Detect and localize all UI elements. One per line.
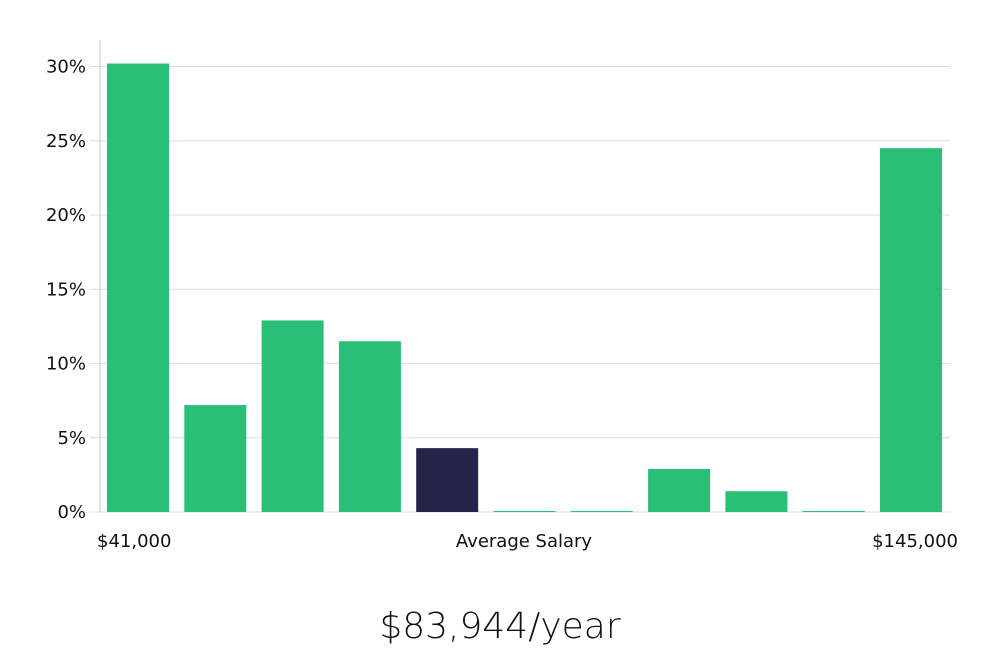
y-tick-label: 25% xyxy=(46,131,86,152)
bars xyxy=(107,63,942,513)
x-label-min: $41,000 xyxy=(97,531,171,552)
y-tick-label: 0% xyxy=(57,502,86,523)
x-label-average: Average Salary xyxy=(456,531,593,552)
average-salary-value: $83,944/year xyxy=(379,606,621,647)
bar xyxy=(648,468,711,512)
x-label-max: $145,000 xyxy=(872,531,958,552)
bar xyxy=(880,148,942,513)
bar-highlighted xyxy=(416,448,479,512)
salary-histogram: 0% 5% 10% 15% 20% 25% 30% $41,000 Average Sala… xyxy=(46,40,958,552)
y-axis-ticks: 0% 5% 10% 15% 20% 25% 30% xyxy=(46,57,86,524)
bar xyxy=(802,511,865,512)
y-tick-label: 15% xyxy=(46,279,86,300)
bar xyxy=(338,341,401,512)
y-tick-label: 10% xyxy=(46,354,86,375)
y-tick-label: 30% xyxy=(46,57,86,78)
bar xyxy=(261,320,324,512)
bar xyxy=(725,491,788,512)
y-tick-label: 5% xyxy=(57,428,86,449)
y-tick-label: 20% xyxy=(46,205,86,226)
bar xyxy=(107,63,169,512)
bar xyxy=(184,405,247,512)
bar xyxy=(493,511,556,512)
bar xyxy=(570,511,633,512)
